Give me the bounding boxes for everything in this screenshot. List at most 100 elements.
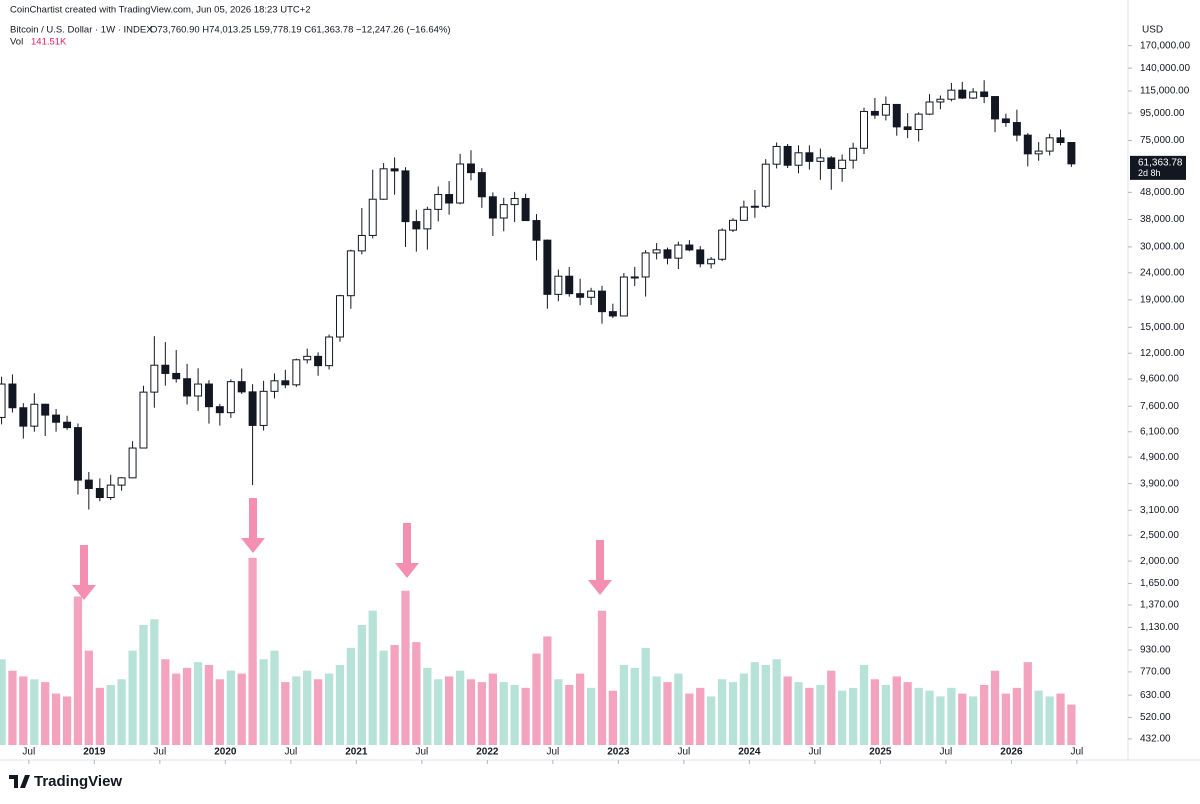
volume-bar xyxy=(838,690,847,745)
x-tick-label: Jul xyxy=(153,747,166,758)
y-tick-label: 48,000.00 xyxy=(1140,187,1185,198)
last-price-box xyxy=(1130,155,1186,180)
x-tick-label: Jul xyxy=(546,747,559,758)
volume-bar xyxy=(313,679,323,745)
arrow xyxy=(588,540,612,595)
y-tick-label: 15,000.00 xyxy=(1140,322,1185,333)
volume-bar xyxy=(117,679,126,745)
candle-body xyxy=(183,378,192,397)
candle-body xyxy=(63,421,72,429)
y-tick-label: 9,600.00 xyxy=(1140,374,1179,385)
symbol: Bitcoin / U.S. Dollar · 1W · INDEX xyxy=(10,25,153,36)
volume-bar xyxy=(95,687,104,745)
volume-bar xyxy=(488,673,497,745)
volume-bar xyxy=(696,687,705,745)
volume-bar xyxy=(390,645,399,745)
candle-body xyxy=(794,152,803,166)
currency: USD xyxy=(1142,25,1163,36)
volume-bar xyxy=(586,687,596,745)
volume-bar xyxy=(8,670,17,745)
candle-body xyxy=(303,355,312,361)
x-tick-label: 2022 xyxy=(476,747,499,758)
volume-bar xyxy=(936,696,945,745)
candle-body xyxy=(314,355,323,367)
volume-bar xyxy=(914,687,923,745)
volume-bar xyxy=(980,685,989,745)
volume-bar xyxy=(270,650,279,745)
volume-bar xyxy=(1067,704,1076,745)
candle-body xyxy=(1056,137,1065,144)
y-tick-label: 95,000.00 xyxy=(1140,108,1185,119)
vol-label: Vol xyxy=(10,37,23,48)
candle-body xyxy=(19,407,28,427)
candle-body xyxy=(980,91,989,98)
candle-body xyxy=(117,477,126,486)
candle-body xyxy=(936,98,945,103)
volume-bar xyxy=(990,670,1000,745)
candle-body xyxy=(750,205,759,208)
candle-body xyxy=(73,427,82,481)
candle-body xyxy=(445,194,454,204)
y-tick-label: 1,130.00 xyxy=(1140,622,1179,633)
candle-body xyxy=(292,359,301,386)
volume-bar xyxy=(903,682,912,745)
candle-body xyxy=(598,290,606,313)
volume-bar xyxy=(750,662,760,745)
candle-body xyxy=(838,159,847,169)
volume-bar xyxy=(444,676,454,745)
volume-bar xyxy=(106,685,115,745)
last-price-label: 61,363.78 xyxy=(1138,157,1183,168)
volume-bar xyxy=(346,647,355,745)
volume-bar xyxy=(706,696,716,745)
candle-body xyxy=(1023,134,1032,155)
volume-bar xyxy=(597,610,607,745)
candle-body xyxy=(969,91,978,99)
candle-body xyxy=(914,113,923,131)
candle-body xyxy=(674,244,683,259)
y-tick-label: 3,900.00 xyxy=(1140,478,1179,489)
y-tick-label: 2,500.00 xyxy=(1140,530,1179,541)
volume-bar xyxy=(204,665,214,745)
candle-body xyxy=(543,239,552,295)
x-tick-label: Jul xyxy=(677,747,690,758)
volume-bar xyxy=(859,665,869,745)
y-tick-label: 12,000.00 xyxy=(1140,348,1185,359)
candle-body xyxy=(172,372,181,380)
candle-body xyxy=(532,220,541,241)
candle-body xyxy=(881,103,890,116)
candle-body xyxy=(237,381,246,393)
candle-body xyxy=(1067,142,1076,165)
candle-body xyxy=(827,157,836,169)
volume-bar xyxy=(652,676,661,745)
volume-bar xyxy=(73,596,83,745)
y-tick-label: 1,370.00 xyxy=(1140,600,1179,611)
candle-body xyxy=(761,163,770,207)
y-tick-label: 24,000.00 xyxy=(1140,267,1185,278)
y-tick-label: 30,000.00 xyxy=(1140,242,1185,253)
volume-bar xyxy=(783,676,792,745)
y-tick-label: 520.00 xyxy=(1140,712,1171,723)
x-tick-label: Jul xyxy=(1071,747,1084,758)
volume-bar xyxy=(510,685,519,745)
candle-body xyxy=(335,295,344,338)
volume-bar xyxy=(259,659,268,745)
volume-bar xyxy=(172,673,181,745)
volume-bar xyxy=(182,667,192,745)
candle-body xyxy=(434,194,443,210)
candle-body xyxy=(587,290,596,298)
candle-body xyxy=(52,414,61,423)
candle-body xyxy=(270,380,279,392)
candle-body xyxy=(95,487,104,499)
volume-bar xyxy=(816,685,825,745)
volume-bar xyxy=(892,676,901,745)
candle-body xyxy=(30,403,39,427)
volume-bar xyxy=(324,673,334,745)
candle-body xyxy=(401,170,410,223)
volume-bar xyxy=(739,673,749,745)
volume-bar xyxy=(619,665,629,745)
volume-bar xyxy=(630,667,639,745)
volume-bar xyxy=(248,557,257,745)
volume-bar xyxy=(532,653,541,745)
candle-body xyxy=(128,447,137,479)
volume-bar xyxy=(193,662,203,745)
